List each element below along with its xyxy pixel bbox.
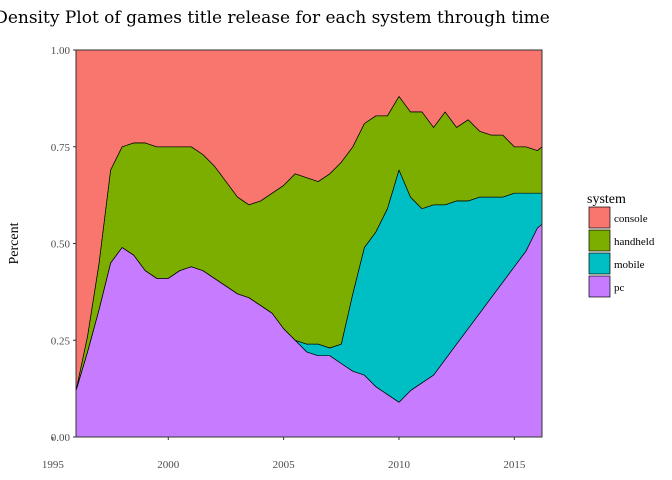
legend-label-pc: pc <box>614 282 625 294</box>
x-tick-label: 2010 <box>388 459 411 471</box>
y-tick-label: 0.75 <box>51 142 71 154</box>
x-tick-label: 1995 <box>42 459 65 471</box>
y-tick-label: 0.25 <box>51 335 71 347</box>
y-tick-label: 1.00 <box>51 45 71 57</box>
legend-title: system <box>587 192 626 207</box>
legend-key-console <box>588 206 611 229</box>
legend-key-handheld <box>588 229 611 252</box>
legend: system console handheld mobile pc <box>587 192 655 298</box>
y-axis: 0.00 0.25 0.50 0.75 1.00 <box>51 45 76 444</box>
legend-key-mobile <box>588 252 611 275</box>
y-tick-label: 0.00 <box>51 432 71 444</box>
x-tick-label: 2005 <box>273 459 296 471</box>
x-axis: 1995 2000 2005 2010 2015 <box>42 437 526 471</box>
series-layer <box>75 49 543 438</box>
legend-label-handheld: handheld <box>614 236 655 248</box>
y-axis-title: Percent <box>7 222 22 264</box>
x-tick-label: 2015 <box>503 459 526 471</box>
y-tick-label: 0.50 <box>51 239 71 251</box>
legend-label-console: console <box>614 213 648 225</box>
legend-key-pc <box>588 275 611 298</box>
legend-label-mobile: mobile <box>614 259 645 271</box>
x-tick-label: 2000 <box>157 459 180 471</box>
chart-title: Density Plot of games title release for … <box>0 8 550 28</box>
